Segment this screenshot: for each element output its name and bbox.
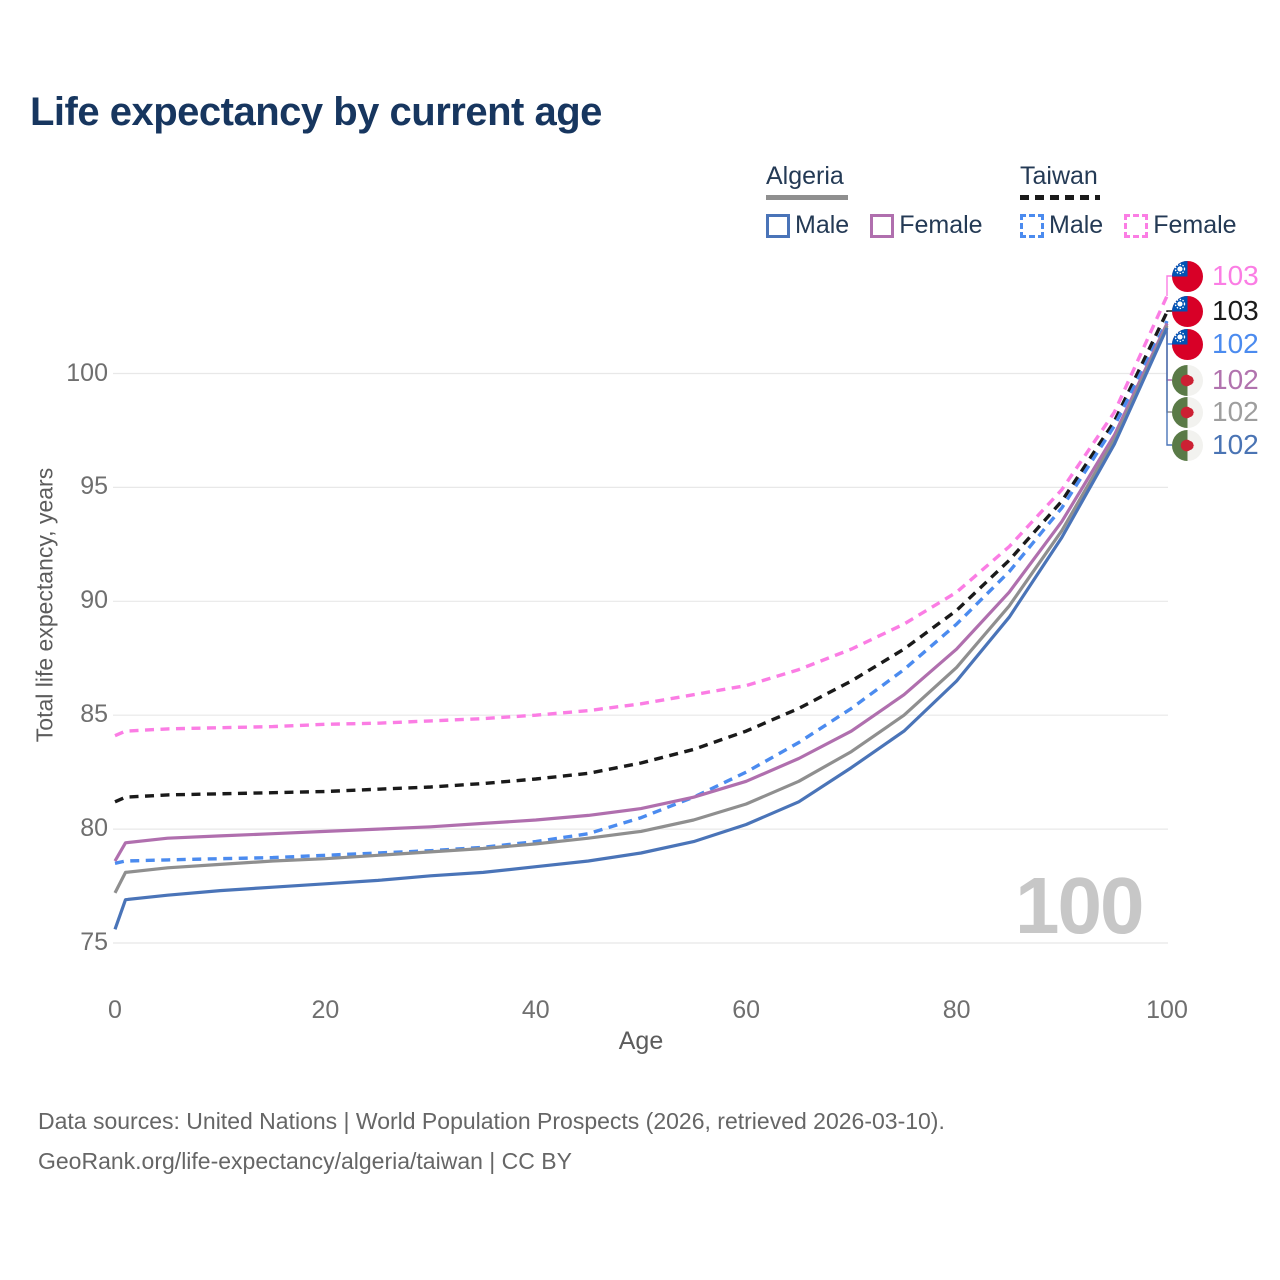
y-tick: 90 <box>80 586 108 615</box>
end-label-algeria-female: 102 <box>1172 364 1259 396</box>
data-sources-text: Data sources: United Nations | World Pop… <box>38 1108 945 1134</box>
algeria-female-label[interactable]: Female <box>899 211 983 239</box>
algeria-flag-icon <box>1172 396 1203 428</box>
y-tick: 75 <box>80 928 108 956</box>
x-tick: 60 <box>732 996 761 1024</box>
taiwan-flag-icon <box>1172 295 1203 327</box>
legend-country-taiwan[interactable]: Taiwan <box>1020 162 1098 190</box>
legend-group-algeria: Algeria Male Female <box>766 162 983 240</box>
end-value: 103 <box>1212 260 1259 291</box>
end-value: 102 <box>1212 429 1259 460</box>
end-value: 103 <box>1212 295 1259 326</box>
taiwan-male-label[interactable]: Male <box>1049 211 1104 239</box>
legend-underline-taiwan-both <box>1020 195 1100 200</box>
algeria-male-label[interactable]: Male <box>795 211 850 239</box>
x-tick: 0 <box>108 996 122 1024</box>
end-label-taiwan-male: 102 <box>1172 328 1259 360</box>
x-tick: 40 <box>521 996 550 1024</box>
legend-country-algeria[interactable]: Algeria <box>766 162 844 190</box>
end-label-taiwan-both: 103 <box>1172 295 1259 327</box>
legend-group-taiwan: Taiwan Male Female <box>1020 162 1237 240</box>
algeria-flag-icon <box>1172 429 1203 461</box>
taiwan-flag-icon <box>1172 328 1203 360</box>
x-tick: 100 <box>1146 996 1188 1024</box>
y-tick: 85 <box>80 700 108 729</box>
x-tick: 80 <box>942 996 971 1024</box>
algeria-female-swatch[interactable] <box>870 213 895 238</box>
attribution-text: GeoRank.org/life-expectancy/algeria/taiw… <box>38 1148 572 1174</box>
y-tick: 95 <box>80 472 108 501</box>
end-value: 102 <box>1212 364 1259 395</box>
chart-title: Life expectancy by current age <box>30 90 602 134</box>
y-tick: 100 <box>66 358 108 387</box>
taiwan-male-swatch[interactable] <box>1020 213 1044 238</box>
current-age-indicator: 100 <box>1015 861 1144 950</box>
x-axis-title: Age <box>618 1027 664 1055</box>
taiwan-female-label[interactable]: Female <box>1153 211 1237 239</box>
end-label-taiwan-female: 103 <box>1172 260 1259 292</box>
end-label-algeria-male: 102 <box>1172 429 1259 461</box>
end-label-algeria-both: 102 <box>1172 396 1259 428</box>
end-value: 102 <box>1212 328 1259 359</box>
x-tick: 20 <box>311 996 340 1024</box>
algeria-male-swatch[interactable] <box>766 213 790 238</box>
end-value: 102 <box>1212 396 1259 427</box>
legend-underline-algeria-both <box>766 195 848 200</box>
algeria-flag-icon <box>1172 364 1203 396</box>
y-tick: 80 <box>80 814 108 843</box>
taiwan-female-swatch[interactable] <box>1124 213 1149 238</box>
taiwan-flag-icon <box>1172 260 1203 292</box>
